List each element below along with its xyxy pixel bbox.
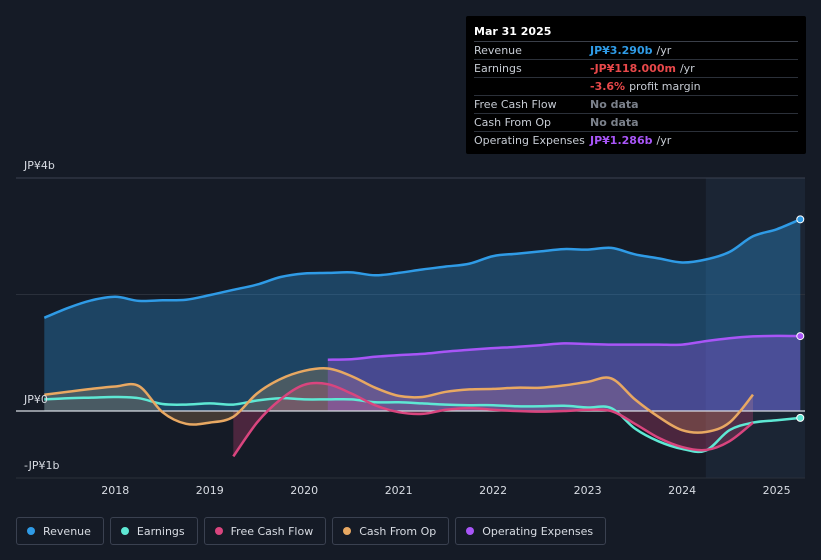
tooltip-row-label: Cash From Op [474,116,552,129]
tooltip-row-unit: profit margin [629,80,701,93]
legend-item-free-cash-flow[interactable]: Free Cash Flow [203,517,327,545]
cash-from-op-line [44,366,754,434]
tooltip-row-label [474,78,590,95]
x-tick-label: 2019 [195,484,224,497]
series-lines [43,218,801,458]
legend-item-cash-from-op[interactable]: Cash From Op [332,517,450,545]
legend-label: Operating Expenses [482,524,594,538]
tooltip-row-label: Earnings [474,62,522,75]
x-tick-label: 2024 [668,484,697,497]
tooltip-row-unit: /yr [656,134,672,147]
revenue-end-marker [796,215,805,224]
legend-item-operating-expenses[interactable]: Operating Expenses [455,517,607,545]
earnings-line [44,395,801,454]
tooltip-row-value: -3.6% profit margin [590,80,701,93]
legend-label: Cash From Op [359,524,437,538]
operating-expenses-end-marker [796,332,805,341]
series-end-markers [796,215,805,422]
tooltip-row-value: No data [590,98,639,111]
legend-dot-icon [343,527,352,535]
x-tick-label: 2025 [762,484,791,497]
y-axis-label-bottom: -JP¥1b [24,459,60,472]
x-tick-label: 2023 [573,484,602,497]
tooltip-row-label: Operating Expenses [474,134,585,147]
tooltip-row-label: Revenue [474,44,522,57]
operating-expenses-line [327,334,801,361]
tooltip-row-value: JP¥1.286b/yr [590,134,672,147]
legend-label: Revenue [43,524,91,538]
legend-dot-icon [120,527,129,535]
tooltip-date: Mar 31 2025 [474,23,798,42]
y-axis-label-top: JP¥4b [24,159,55,172]
revenue-area [44,219,801,411]
x-tick-label: 2021 [384,484,413,497]
legend-label: Earnings [136,524,185,538]
x-tick-label: 2018 [101,484,130,497]
legend-dot-icon [466,527,475,535]
tooltip-rows: Revenue JP¥3.290b/yr Earnings -JP¥118.000m /… [474,42,798,149]
tooltip-row-value: JP¥3.290b/yr [590,44,672,57]
revenue-line [43,218,801,319]
tooltip-row: Earnings -JP¥118.000m/yr [474,60,798,78]
data-tooltip: Mar 31 2025 Revenue JP¥3.290b/yr Earnings -… [466,16,806,154]
tooltip-row: -3.6% profit margin [474,78,798,96]
tooltip-row-unit: /yr [656,44,672,57]
tooltip-row: Revenue JP¥3.290b/yr [474,42,798,60]
tooltip-row: Operating Expenses JP¥1.286b/yr [474,132,798,149]
legend-dot-icon [27,527,35,535]
y-axis-label-zero: JP¥0 [24,393,48,406]
tooltip-row: Cash From Op No data [474,114,798,132]
tooltip-row-value: No data [590,116,639,129]
legend-item-revenue[interactable]: Revenue [16,517,104,545]
x-tick-label: 2022 [479,484,508,497]
legend-item-earnings[interactable]: Earnings [109,517,198,545]
earnings-end-marker [796,413,805,422]
legend-dot-icon [214,527,223,535]
tooltip-row-value: -JP¥118.000m/yr [590,62,695,75]
tooltip-row: Free Cash Flow No data [474,96,798,114]
tooltip-row-label: Free Cash Flow [474,98,557,111]
free-cash-flow-line [232,381,754,458]
legend-label: Free Cash Flow [230,524,314,538]
legend: Revenue Earnings Free Cash Flow Cash From O… [16,517,607,545]
tooltip-row-unit: /yr [679,62,695,75]
series-areas [44,219,801,457]
x-tick-label: 2020 [290,484,319,497]
